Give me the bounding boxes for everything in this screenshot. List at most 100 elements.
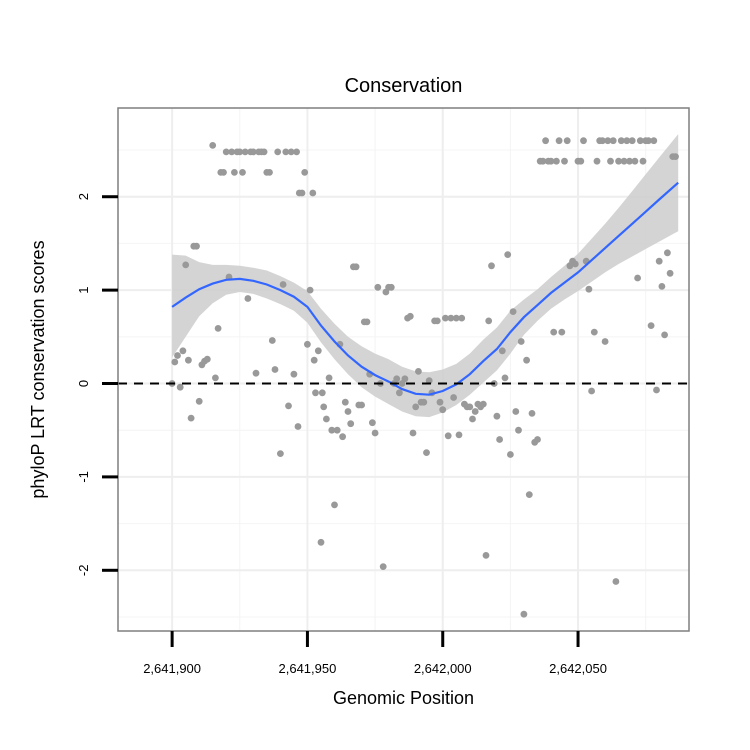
data-point	[185, 356, 192, 364]
data-point	[520, 610, 528, 618]
data-point	[661, 331, 668, 339]
data-point	[599, 137, 606, 145]
data-point	[471, 408, 479, 415]
data-point	[517, 338, 525, 345]
data-point	[534, 436, 541, 443]
data-point	[249, 148, 257, 156]
data-point	[558, 328, 566, 336]
data-point	[304, 340, 311, 348]
data-point	[436, 398, 444, 406]
data-point	[195, 397, 203, 405]
data-point	[415, 368, 422, 375]
data-point	[604, 137, 612, 145]
data-point	[406, 312, 414, 320]
data-point	[645, 137, 652, 145]
data-point	[277, 450, 284, 457]
data-point	[396, 389, 403, 397]
data-point	[317, 538, 325, 546]
data-point	[260, 148, 268, 156]
data-point	[439, 406, 447, 414]
data-point	[369, 419, 376, 427]
data-point	[371, 429, 379, 437]
smooth-fit-line	[171, 181, 679, 396]
data-point	[231, 169, 238, 176]
plot-frame	[117, 107, 690, 632]
data-point	[563, 137, 571, 145]
data-point	[515, 426, 522, 434]
confidence-band	[172, 134, 679, 418]
data-point	[553, 157, 560, 165]
data-point	[423, 449, 430, 456]
data-point	[412, 403, 420, 411]
data-point	[420, 398, 428, 406]
data-point	[301, 169, 309, 176]
data-point	[312, 389, 319, 397]
data-point	[458, 314, 466, 322]
data-point	[220, 169, 227, 176]
data-point	[601, 338, 609, 345]
data-point	[639, 157, 647, 165]
data-point	[203, 355, 211, 363]
data-point	[274, 148, 282, 156]
data-point	[628, 137, 636, 145]
data-point	[672, 153, 679, 161]
data-point	[176, 383, 184, 391]
data-point	[409, 429, 417, 437]
x-tick-label: 2,642,050	[549, 661, 607, 676]
data-point	[171, 358, 179, 366]
data-point	[320, 403, 328, 411]
data-point	[501, 374, 509, 382]
data-point	[504, 251, 512, 258]
y-tick-label: -2	[76, 565, 91, 577]
data-point	[588, 387, 595, 395]
data-point	[182, 261, 190, 269]
data-point	[561, 157, 568, 165]
data-point	[647, 322, 655, 329]
data-point	[294, 423, 302, 430]
data-points	[168, 137, 679, 618]
data-point	[244, 295, 252, 302]
data-point	[174, 352, 181, 359]
data-point	[664, 249, 671, 257]
data-point	[328, 426, 336, 434]
y-tick-label: 1	[76, 286, 91, 293]
data-point	[252, 369, 260, 377]
data-point	[577, 157, 585, 165]
data-point	[525, 491, 533, 498]
data-point	[187, 414, 195, 422]
data-point	[325, 374, 333, 382]
data-point	[447, 314, 455, 322]
data-point	[580, 137, 587, 145]
y-axis-ticks: -2 -1 0 1 2	[76, 193, 118, 576]
data-point	[193, 242, 200, 250]
data-point	[222, 148, 230, 156]
data-point	[609, 137, 617, 145]
data-point	[433, 317, 441, 325]
data-point	[455, 431, 463, 439]
data-point	[323, 415, 330, 423]
data-point	[236, 148, 244, 156]
data-point	[607, 157, 614, 165]
data-point	[496, 436, 503, 443]
data-point	[617, 137, 625, 145]
data-point	[314, 347, 322, 355]
data-point	[485, 317, 493, 325]
data-point	[571, 260, 579, 268]
data-point	[623, 137, 631, 145]
data-point	[498, 347, 506, 355]
data-point	[239, 169, 246, 176]
data-point	[358, 401, 365, 409]
data-point	[653, 386, 660, 394]
data-point	[482, 552, 490, 559]
data-point	[179, 347, 187, 355]
data-point	[658, 283, 666, 290]
data-point	[285, 402, 292, 410]
chart-title: Conservation	[345, 75, 463, 97]
data-point	[387, 283, 395, 291]
data-point	[479, 400, 487, 408]
data-point	[585, 285, 593, 293]
x-axis-title: Genomic Position	[333, 688, 474, 708]
data-point	[333, 426, 341, 434]
data-point	[507, 451, 514, 458]
